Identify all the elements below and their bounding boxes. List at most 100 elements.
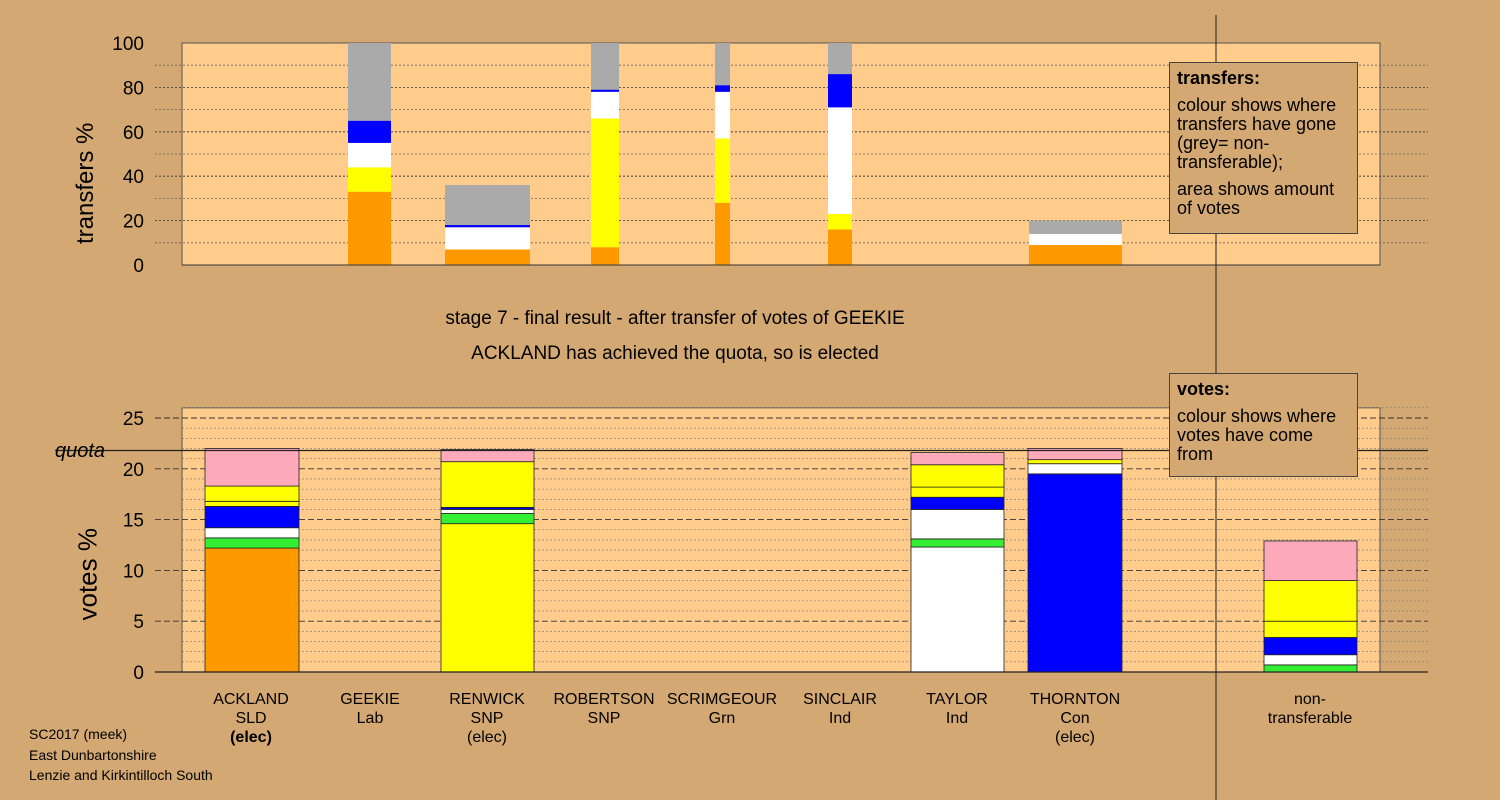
y-tick-label: 0 [133,663,144,684]
vote-segment-ackland-sld [204,547,300,673]
transfer-segment-thornton-ind [1029,233,1122,246]
transfers-legend-line2: area shows amount of votes [1177,179,1335,218]
transfer-segment-robertson-sld [591,247,619,265]
candidate-name: ACKLAND [213,691,289,708]
candidate-party: Lab [356,710,384,727]
transfer-segment-geekie-con [348,120,391,143]
y-tick-label: 20 [123,212,144,233]
outcome-title: ACKLAND has achieved the quota, so is el… [471,343,879,364]
votes-legend-heading: votes: [1177,379,1231,399]
candidate-party: Grn [708,710,736,727]
vote-segment-thornton-ind [1027,463,1123,475]
y-tick-label: 40 [123,167,144,188]
vote-segment-thornton-con [1027,473,1123,673]
transfer-segment-scrimgeour-sld [715,202,730,265]
transfer-segment-robertson-ind [591,91,619,119]
vote-segment-thornton-lab [1027,448,1123,461]
transfers-legend-heading: transfers: [1177,68,1261,88]
candidate-label-ackland: ACKLAND SLD (elec) [191,690,311,747]
transfer-segment-robertson-snp [591,118,619,248]
candidate-party: Ind [828,710,852,727]
transfer-segment-sinclair-sld [828,229,852,265]
candidate-label-thornton: THORNTON Con (elec) [1015,690,1135,747]
transfer-segment-renwick-nontransferable [445,185,530,226]
candidate-label-sinclair: SINCLAIR Ind [780,690,900,728]
votes-legend-line1: colour shows where votes have come from [1177,406,1337,464]
vote-segment-ackland-snp [204,500,300,507]
y-tick-label: 15 [123,511,144,532]
candidate-name: SINCLAIR [803,691,877,708]
candidate-status: (elec) [230,729,272,746]
transfer-segment-scrimgeour-nontransferable [715,43,730,86]
vote-segment-ackland-ind [204,527,300,539]
candidate-party: SLD [235,710,267,727]
transfer-segment-geekie-nontransferable [348,43,391,121]
candidate-party: Con [1060,710,1090,727]
votes-axis-label: votes % [72,528,103,621]
transfers-legend-line1: colour shows where transfers have gone (… [1177,95,1337,172]
y-tick-label: 80 [123,78,144,99]
candidate-label-renwick: RENWICK SNP (elec) [427,690,547,747]
transfer-segment-thornton-sld [1029,245,1122,265]
transfer-segment-geekie-ind [348,142,391,168]
candidate-party: SNP [587,710,621,727]
vote-segment-thornton-snp [1027,459,1123,465]
candidate-name: non- [1293,691,1327,708]
vote-segment-ackland-con [204,505,300,529]
vote-segment-renwick-snp [440,523,535,673]
y-tick-label: 25 [123,409,144,430]
transfer-segment-renwick-con [445,225,530,228]
transfers-legend: transfers: colour shows where transfers … [1169,62,1358,234]
vote-segment-taylor-con [910,496,1005,510]
candidate-label-robertson: ROBERTSON SNP [544,690,664,728]
transfer-segment-geekie-sld [348,191,391,265]
vote-segment-non-transferable-snp [1263,580,1358,622]
y-tick-label: 5 [133,612,144,633]
vote-segment-taylor-lab [910,452,1005,466]
transfer-segment-scrimgeour-snp [715,138,730,203]
candidate-name: ROBERTSON [553,691,655,708]
vote-segment-taylor-ind [910,546,1005,673]
transfer-segment-renwick-sld [445,249,530,265]
candidate-party: transferable [1267,710,1353,727]
candidate-status: (elec) [1054,729,1095,746]
transfer-segment-robertson-con [591,89,619,92]
vote-segment-taylor-ind [910,509,1005,540]
vote-segment-taylor-grn [910,538,1005,548]
vote-segment-renwick-ind [440,509,535,514]
transfer-segment-scrimgeour-ind [715,91,730,139]
candidate-label-scrimgeour: SCRIMGEOUR Grn [662,690,782,728]
candidate-status: (elec) [466,729,507,746]
y-tick-label: 20 [123,460,144,481]
transfer-segment-scrimgeour-con [715,85,730,92]
transfers-axis-label: transfers % [72,122,99,244]
footer: SC2017 (meek) East Dunbartonshire Lenzie… [29,724,213,786]
transfer-segment-sinclair-nontransferable [828,43,852,75]
candidate-label-geekie: GEEKIE Lab [310,690,430,728]
candidate-name: SCRIMGEOUR [666,691,778,708]
vote-segment-non-transferable-grn [1263,664,1358,673]
transfer-segment-sinclair-ind [828,107,852,214]
candidate-name: THORNTON [1029,691,1121,708]
vote-segment-non-transferable-snp [1263,620,1358,638]
vote-segment-taylor-snp [910,486,1005,498]
vote-segment-renwick-grn [440,513,535,525]
transfer-segment-robertson-nontransferable [591,43,619,90]
vote-segment-non-transferable-ind [1263,654,1358,666]
transfer-segment-sinclair-con [828,74,852,108]
candidate-label-taylor: TAYLOR Ind [897,690,1017,728]
vote-segment-non-transferable-con [1263,637,1358,656]
y-tick-label: 10 [123,561,144,582]
quota-label: quota [55,440,106,462]
vote-segment-renwick-lab [440,449,535,463]
votes-legend: votes: colour shows where votes have com… [1169,373,1358,477]
y-tick-label: 100 [112,34,144,55]
vote-segment-ackland-grn [204,537,300,549]
footer-line: Lenzie and Kirkintilloch South [29,767,213,783]
transfer-segment-sinclair-snp [828,213,852,230]
transfer-segment-thornton-nontransferable [1029,220,1122,234]
vote-segment-non-transferable-lab [1263,540,1358,581]
candidate-party: SNP [470,710,504,727]
candidate-name: RENWICK [449,691,525,708]
y-tick-label: 0 [133,256,144,277]
